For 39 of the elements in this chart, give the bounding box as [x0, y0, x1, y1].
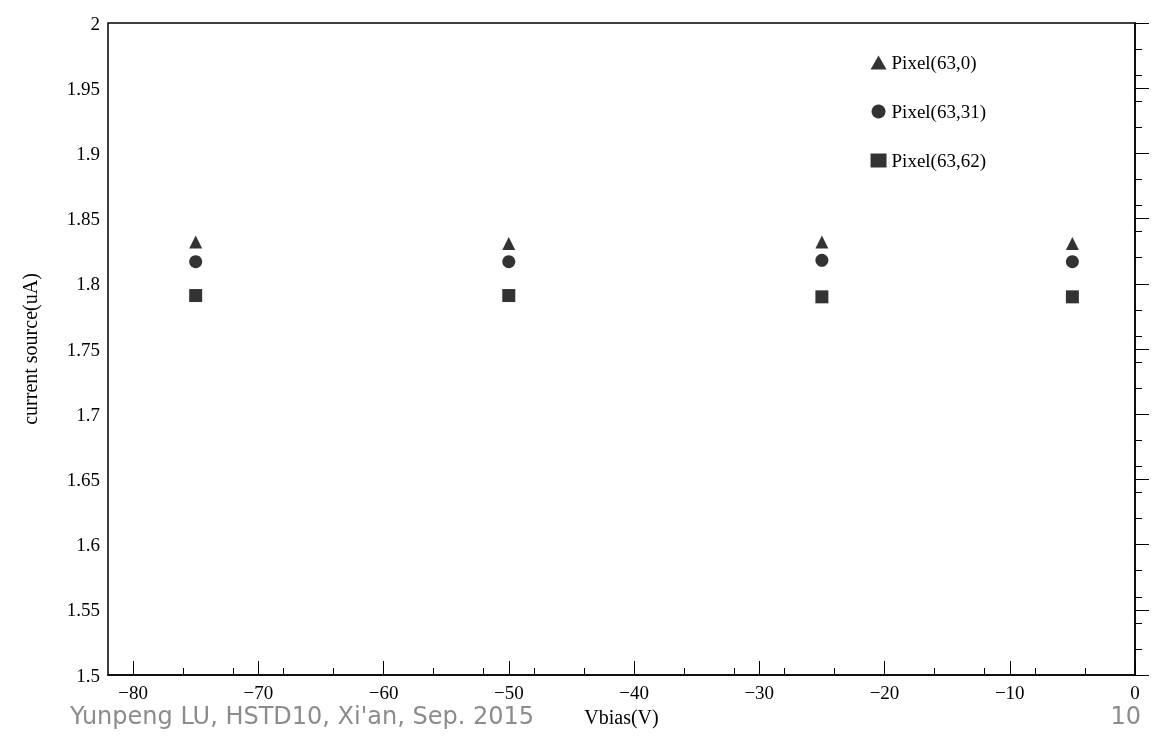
y-tick-label: 1.8	[76, 273, 100, 295]
point	[189, 289, 203, 303]
point	[502, 255, 516, 269]
y-tick-label: 1.9	[76, 142, 100, 164]
x-tick-label: −60	[368, 682, 399, 703]
y-tick-label: 1.75	[66, 338, 100, 360]
text: 10	[1110, 702, 1142, 730]
point	[502, 236, 516, 250]
y-tick-label: 1.7	[76, 403, 100, 425]
legend-label: Pixel(63,31)	[891, 101, 987, 123]
x-tick-label: −40	[619, 682, 649, 703]
y-tick-label: 2	[90, 12, 100, 34]
point	[189, 255, 203, 269]
y-tick-label: 1.85	[66, 208, 100, 230]
point	[502, 289, 516, 303]
point	[189, 235, 203, 249]
x-axis-title: Vbias(V)	[584, 706, 659, 729]
x-tick-label: −80	[118, 682, 148, 703]
point	[815, 253, 829, 267]
y-tick-label: 1.55	[66, 599, 100, 621]
point	[815, 235, 829, 249]
y-tick-label: 1.5	[76, 664, 100, 686]
point	[1065, 290, 1079, 304]
point	[815, 290, 829, 304]
x-tick-label: 0	[1130, 682, 1140, 703]
text: Yunpeng LU, HSTD10, Xi'an, Sep. 2015	[69, 702, 535, 730]
x-tick-label: −50	[493, 682, 524, 703]
legend-label: Pixel(63,0)	[891, 52, 977, 74]
y-tick-label: 1.65	[66, 468, 100, 490]
x-tick-label: −30	[744, 682, 775, 703]
x-tick-label: −10	[994, 682, 1025, 703]
y-tick-label: 1.95	[66, 77, 100, 99]
point	[1065, 255, 1079, 269]
point	[1065, 236, 1079, 250]
x-tick-label: −70	[243, 682, 274, 703]
legend-label: Pixel(63,62)	[891, 150, 987, 172]
x-tick-label: −20	[869, 682, 900, 703]
y-tick-label: 1.6	[76, 534, 100, 556]
y-axis-title: current source(uA)	[19, 273, 42, 425]
